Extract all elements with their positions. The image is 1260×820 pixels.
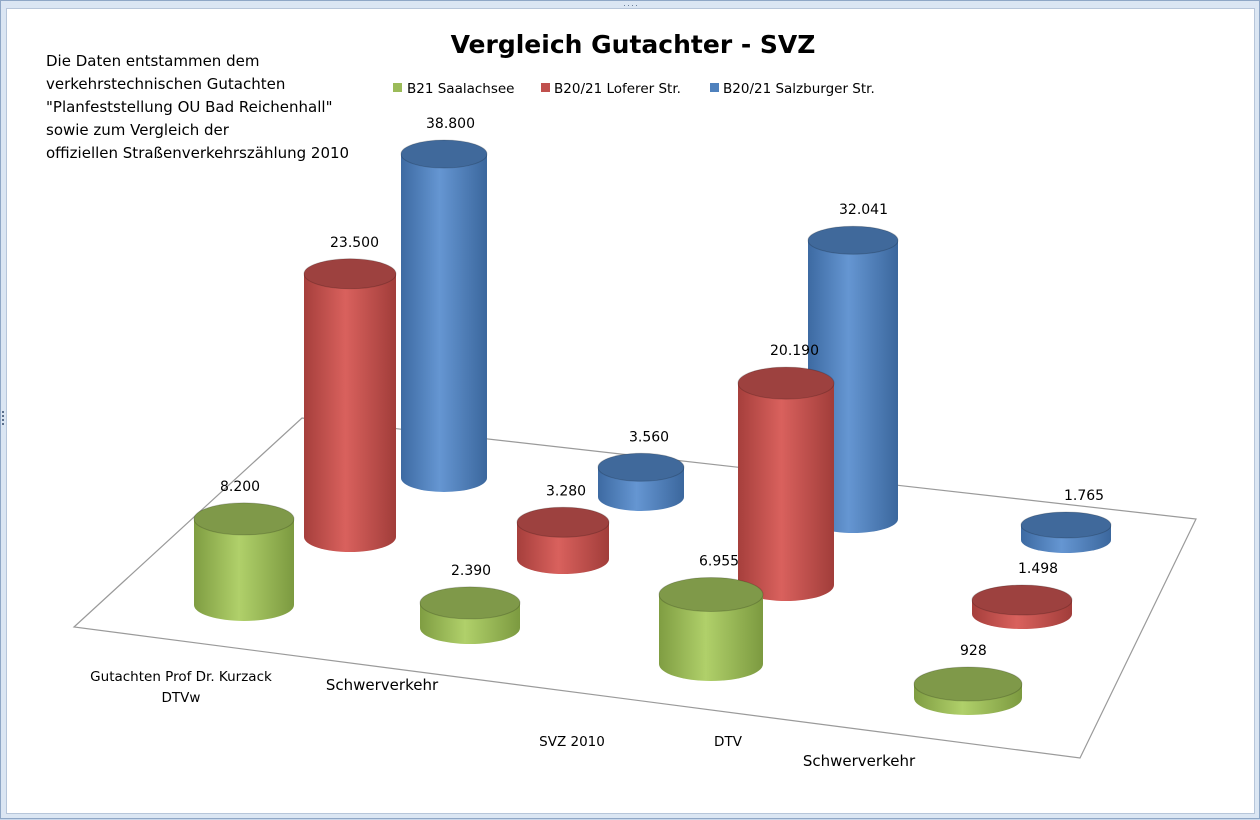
bar-top	[419, 586, 521, 620]
bar-top-shade	[304, 258, 396, 289]
value-label-b21-saalachsee-2: 2.390	[451, 563, 491, 579]
bar-top	[807, 225, 899, 255]
legend-entry-b21-saalachsee: B21 Saalachsee	[407, 81, 515, 97]
bar-salzburger-str-4[interactable]	[1020, 511, 1112, 553]
legend: B21 Saalachsee B20/21 Loferer Str. B20/2…	[393, 81, 875, 97]
category-label-dtvw: DTVw	[162, 690, 201, 706]
value-label-loferer-str-4: 1.498	[1018, 561, 1058, 577]
bar-top	[516, 506, 610, 538]
bar-top-shade	[659, 577, 763, 612]
value-label-salzburger-str-4: 1.765	[1064, 488, 1104, 504]
note-line: "Planfeststellung OU Bad Reichenhall"	[46, 98, 332, 116]
bar-top-shade	[1021, 511, 1111, 538]
value-label-b21-saalachsee-1: 8.200	[220, 479, 260, 495]
value-label-salzburger-str-2: 3.560	[629, 429, 669, 445]
chart-title: Vergleich Gutachter - SVZ	[451, 30, 816, 59]
bar-body	[194, 518, 294, 621]
value-label-loferer-str-1: 23.500	[330, 235, 379, 251]
legend-entry-loferer-str: B20/21 Loferer Str.	[554, 81, 681, 97]
legend-swatch-salzburger-str	[710, 83, 719, 92]
value-label-b21-saalachsee-3: 6.955	[699, 553, 739, 569]
bar-salzburger-str-1[interactable]	[400, 139, 488, 492]
note-text: Die Daten entstammen dem verkehrstechnis…	[46, 52, 349, 162]
bar-body	[304, 273, 396, 552]
bar-b21-saalachsee-2[interactable]	[419, 586, 521, 644]
legend-swatch-b21-saalachsee	[393, 83, 402, 92]
bar-layer	[193, 139, 1112, 715]
note-line: offiziellen Straßenverkehrszählung 2010	[46, 144, 349, 162]
bar-loferer-str-4[interactable]	[971, 584, 1073, 629]
bar-loferer-str-1[interactable]	[303, 258, 397, 552]
value-label-loferer-str-3: 20.190	[770, 343, 819, 359]
value-label-layer: 38.800 3.560 32.041 23.500 1.765 3.280 20.190 8…	[220, 116, 1104, 659]
bar-loferer-str-3[interactable]	[737, 366, 835, 601]
category-label-schwerverkehr-1: Schwerverkehr	[326, 676, 439, 694]
legend-swatch-loferer-str	[541, 83, 550, 92]
value-label-salzburger-str-1: 38.800	[426, 116, 475, 132]
bar-body	[401, 154, 487, 492]
bar-body	[659, 594, 763, 681]
bar-top	[303, 258, 397, 290]
bar-top	[1020, 511, 1112, 539]
bar-b21-saalachsee-3[interactable]	[658, 576, 764, 681]
value-label-loferer-str-2: 3.280	[546, 483, 586, 499]
bar-salzburger-str-2[interactable]	[597, 452, 685, 511]
bar-body	[738, 383, 834, 601]
bar-top	[913, 666, 1023, 702]
bar-top	[400, 139, 488, 169]
bar-top	[971, 584, 1073, 616]
category-labels: Gutachten Prof Dr. Kurzack DTVw Schwerve…	[90, 669, 916, 770]
chart-area[interactable]	[6, 8, 1255, 814]
bar-top	[658, 576, 764, 612]
legend-entry-salzburger-str: B20/21 Salzburger Str.	[723, 81, 875, 97]
bar-b21-saalachsee-1[interactable]	[193, 502, 295, 621]
note-line: Die Daten entstammen dem	[46, 52, 259, 70]
value-label-b21-saalachsee-4: 928	[960, 643, 987, 659]
bar-top-shade	[517, 507, 609, 538]
bar-top-shade	[972, 585, 1072, 615]
bar-top-shade	[194, 502, 294, 535]
bar-b21-saalachsee-4[interactable]	[913, 666, 1023, 715]
category-label-gutachten: Gutachten Prof Dr. Kurzack	[90, 669, 272, 685]
bar-top-shade	[808, 226, 898, 255]
chart-floor	[72, 417, 1197, 759]
resize-handle-top[interactable]: ····	[623, 0, 639, 10]
note-line: verkehrstechnischen Gutachten	[46, 75, 285, 93]
bar-top-shade	[914, 667, 1022, 701]
bar-loferer-str-2[interactable]	[516, 506, 610, 574]
resize-handle-left[interactable]	[2, 411, 8, 425]
bar-top	[597, 452, 685, 482]
bar-top	[193, 502, 295, 536]
bar-top-shade	[401, 140, 487, 169]
category-label-dtv: DTV	[714, 734, 743, 750]
bar-top-shade	[420, 586, 520, 619]
category-label-svz-2010: SVZ 2010	[539, 734, 605, 750]
value-label-salzburger-str-3: 32.041	[839, 202, 888, 218]
note-line: sowie zum Vergleich der	[46, 121, 230, 139]
bar-top-shade	[598, 453, 684, 482]
bar-top-shade	[738, 367, 834, 400]
bar-top	[737, 366, 835, 400]
category-label-schwerverkehr-2: Schwerverkehr	[803, 752, 916, 770]
